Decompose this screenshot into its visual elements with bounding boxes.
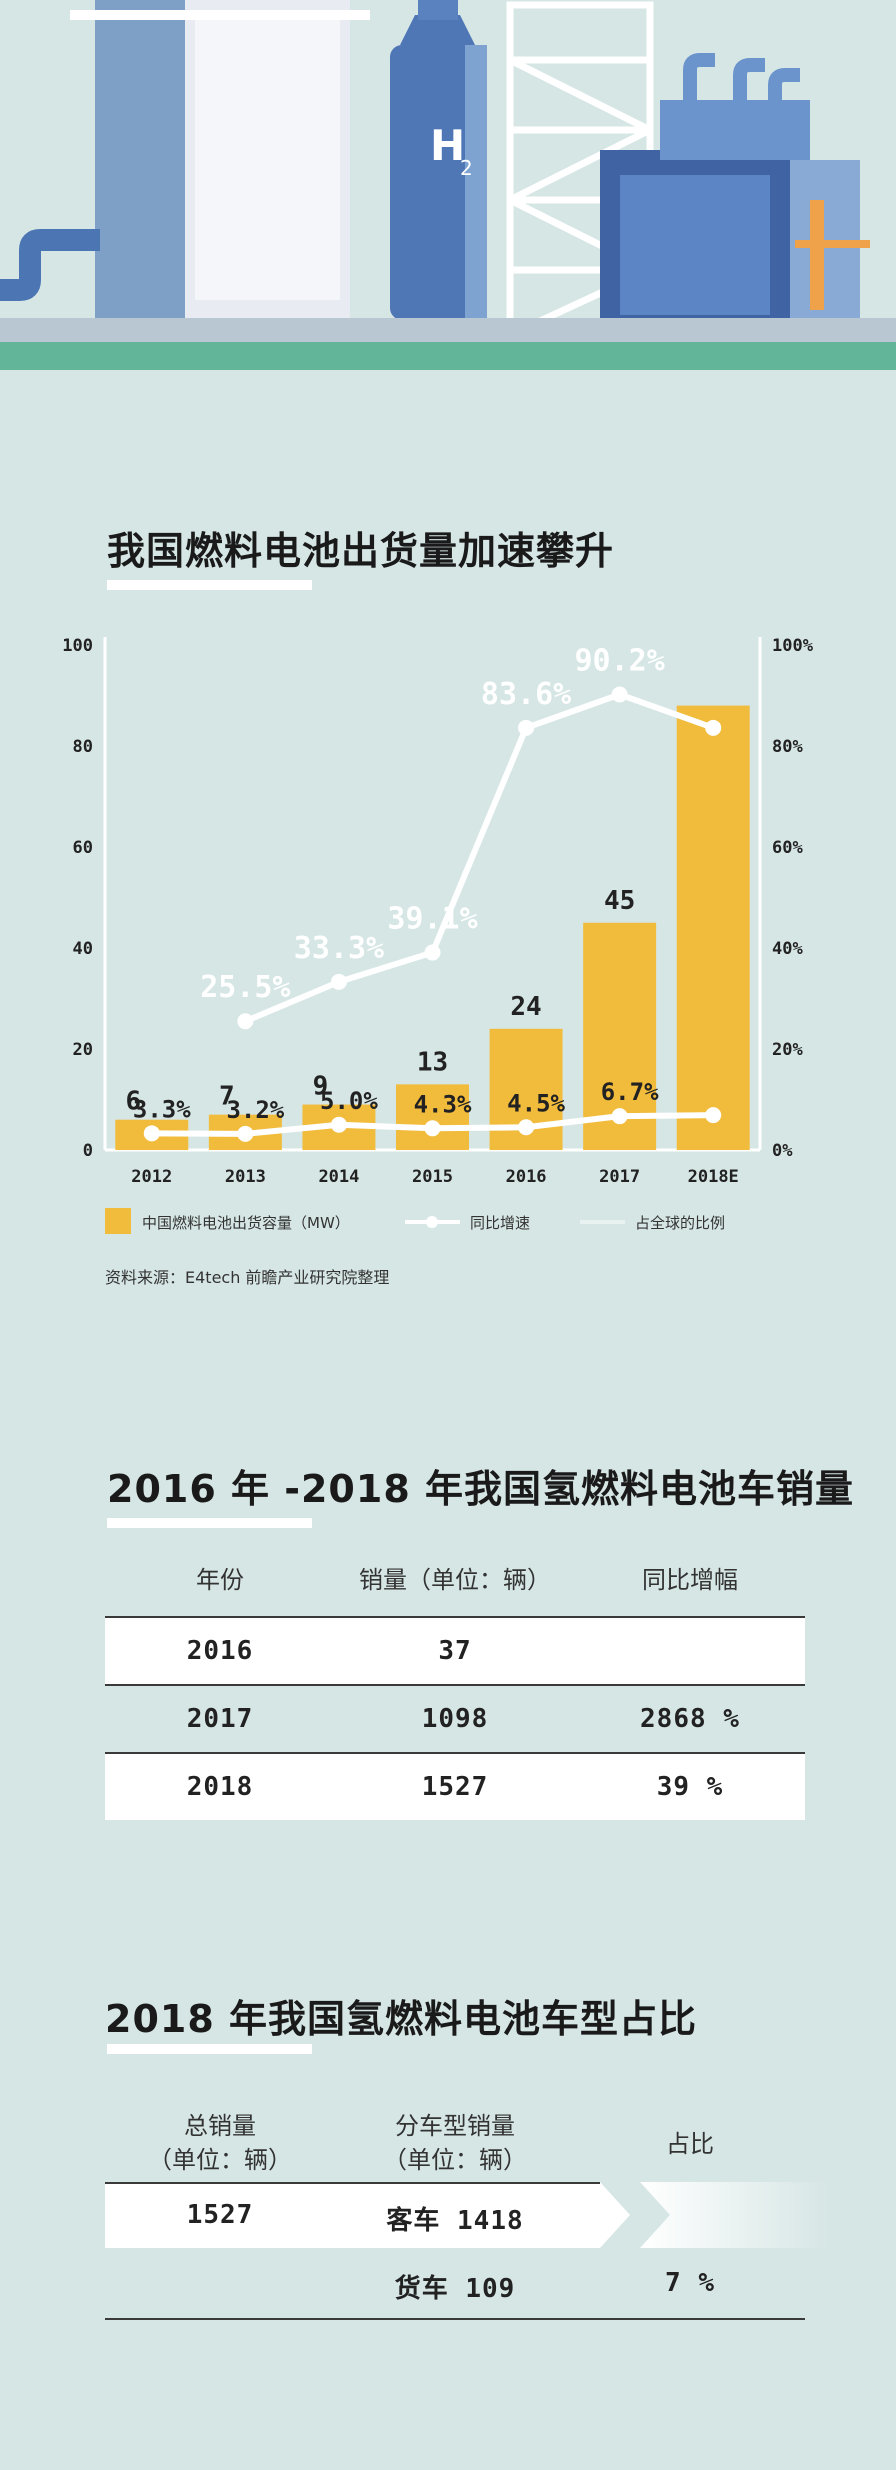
table3-header-total: 总销量	[184, 2112, 256, 2140]
global-share-point	[518, 1119, 535, 1136]
global-share-point	[237, 1125, 254, 1142]
global-share-label: 4.5%	[507, 1089, 565, 1117]
table-cell: 7 %	[665, 2268, 715, 2298]
left-tick-label: 20	[73, 1040, 93, 1060]
table3-header-total-unit: （单位：辆）	[148, 2146, 292, 2174]
global-share-label: 3.3%	[133, 1095, 191, 1123]
global-share-point	[611, 1108, 628, 1125]
table2-header-growth: 同比增幅	[642, 1566, 738, 1594]
left-tick-label: 0	[83, 1141, 93, 1161]
table2-row-bg	[105, 1754, 805, 1820]
table-cell: 39 %	[656, 1772, 724, 1802]
table-cell: 1527	[421, 1772, 489, 1802]
global-share-label: 5.0%	[320, 1087, 378, 1115]
table3-row-bg	[105, 2182, 600, 2248]
bar-value-label: 45	[604, 886, 635, 916]
h2-label: H	[430, 121, 465, 170]
section3-underline	[107, 2044, 312, 2054]
table3-header-share: 占比	[666, 2130, 714, 2158]
table-cell: 货车 109	[394, 2274, 516, 2304]
table3-top-line	[105, 2182, 600, 2184]
table-cell: 1527	[186, 2200, 254, 2230]
global-share-point	[424, 1120, 441, 1137]
bar-value-label: 6	[125, 1087, 141, 1117]
growth-point	[330, 973, 347, 990]
table2-top-line	[105, 1616, 805, 1618]
right-tick-label: 40%	[772, 939, 803, 959]
growth-label: 39.1%	[387, 902, 477, 937]
x-tick-label: 2018E	[688, 1167, 739, 1187]
svg-text:2: 2	[460, 156, 473, 180]
left-tick-label: 60	[73, 838, 93, 858]
right-tick-label: 60%	[772, 838, 803, 858]
table2-line	[105, 1752, 805, 1754]
right-tick-label: 20%	[772, 1040, 803, 1060]
table2-header-year: 年份	[196, 1566, 244, 1594]
table-cell: 1098	[421, 1704, 489, 1734]
left-tick-label: 80	[73, 737, 93, 757]
section2-underline	[107, 1518, 312, 1528]
global-share-label: 3.2%	[226, 1096, 284, 1124]
bar-value-label: 7	[219, 1082, 235, 1112]
growth-point	[237, 1013, 254, 1030]
global-share-point	[330, 1116, 347, 1133]
x-tick-label: 2012	[131, 1167, 172, 1187]
table-cell: 2018	[186, 1772, 254, 1802]
bar-value-label: 9	[313, 1072, 329, 1102]
right-tick-label: 0%	[772, 1141, 793, 1161]
chart-source: 资料来源：E4tech 前瞻产业研究院整理	[105, 1268, 390, 1287]
growth-line	[244, 691, 715, 1024]
legend-share-label: 占全球的比例	[635, 1214, 725, 1232]
legend-growth-dot	[426, 1216, 438, 1228]
legend-growth-label: 同比增速	[470, 1214, 530, 1232]
table-cell: 2017	[186, 1704, 254, 1734]
bar-value-label: 24	[510, 992, 541, 1022]
growth-label: 25.5%	[200, 970, 290, 1005]
table2-row-bg	[105, 1618, 805, 1684]
table3-header-bytype: 分车型销量	[395, 2112, 515, 2140]
section3-title: 2018 年我国氢燃料电池车型占比	[105, 1997, 697, 2041]
global-share-label: 6.7%	[601, 1078, 659, 1106]
section2-title: 2016 年 -2018 年我国氢燃料电池车销量	[107, 1467, 854, 1511]
growth-point	[424, 944, 441, 961]
right-tick-label: 100%	[772, 636, 814, 656]
section1-underline	[107, 580, 312, 590]
table3-row-bg-tail	[600, 2182, 830, 2248]
bar-value-label: 13	[417, 1047, 448, 1077]
shipment-chart: 0 20 40 60 80 100 0% 20% 40% 60% 80% 100% 2012 2013 20…	[62, 636, 814, 1234]
legend-bar-label: 中国燃料电池出货容量（MW）	[142, 1214, 350, 1232]
x-tick-label: 2014	[318, 1167, 359, 1187]
table-cell: 2016	[186, 1636, 254, 1666]
table-cell: 2868 %	[640, 1704, 740, 1734]
bar	[396, 1084, 469, 1150]
growth-label: 33.3%	[294, 931, 384, 966]
left-tick-label: 100	[62, 636, 93, 656]
x-tick-label: 2016	[506, 1167, 547, 1187]
x-tick-label: 2017	[599, 1167, 640, 1187]
table2-line	[105, 1684, 805, 1686]
table-cell: 客车 1418	[386, 2206, 524, 2236]
header-illustration: H 2	[0, 0, 896, 380]
global-share-label: 4.3%	[414, 1090, 472, 1118]
legend-bar-swatch	[105, 1208, 131, 1234]
x-tick-label: 2013	[225, 1167, 266, 1187]
table3-bottom-line	[105, 2318, 805, 2320]
table2-header-sales: 销量（单位：辆）	[359, 1566, 551, 1594]
growth-label: 90.2%	[574, 643, 664, 678]
section1-title: 我国燃料电池出货量加速攀升	[107, 529, 615, 573]
global-share-point	[143, 1125, 160, 1142]
global-share-point	[705, 1107, 722, 1124]
growth-point	[611, 686, 628, 703]
growth-point	[705, 719, 722, 736]
bar	[676, 705, 750, 1150]
right-tick-label: 80%	[772, 737, 803, 757]
table-cell: 37	[438, 1636, 472, 1666]
growth-point	[518, 719, 535, 736]
growth-label: 83.6%	[481, 677, 571, 712]
x-tick-label: 2015	[412, 1167, 453, 1187]
table3-header-bytype-unit: （单位：辆）	[383, 2146, 527, 2174]
left-tick-label: 40	[73, 939, 93, 959]
